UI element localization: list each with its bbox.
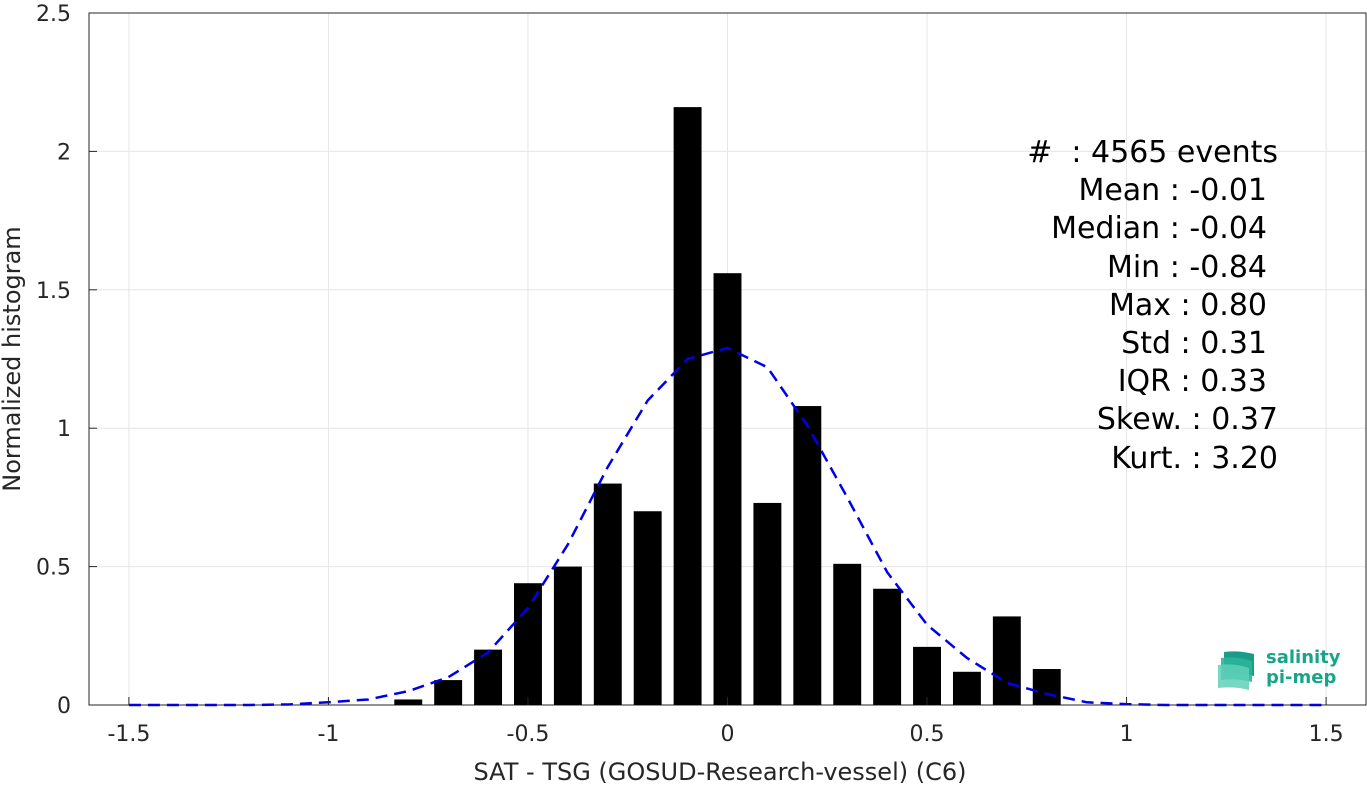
- stat-min: Min : -0.84: [1106, 249, 1267, 285]
- histogram-bar: [553, 566, 582, 705]
- y-tick-label: 0.5: [36, 556, 71, 581]
- stat-mean: Mean : -0.01: [1078, 173, 1267, 209]
- y-tick-label: 1: [57, 417, 71, 442]
- stat-kurt: Kurt. : 3.20: [1111, 440, 1278, 476]
- x-tick-label: 0: [721, 722, 735, 747]
- stat-std: Std : 0.31: [1121, 326, 1267, 362]
- stat-skew: Skew. : 0.37: [1096, 402, 1278, 438]
- histogram-bar: [873, 588, 902, 705]
- x-tick-label: 1: [1120, 722, 1134, 747]
- histogram-bar: [833, 563, 862, 705]
- salinity-pi-mep-logo: salinity pi-mep: [1216, 648, 1366, 698]
- wave-logo-icon: [1218, 651, 1254, 690]
- x-axis-ticks: -1.5 -1 -0.5 0 0.5 1 1.5: [107, 697, 1344, 747]
- histogram-bars: [394, 107, 1061, 705]
- x-tick-label: -1.5: [107, 722, 150, 747]
- y-axis-ticks: 0 0.5 1 1.5 2 2.5: [36, 2, 97, 719]
- histogram-bar: [673, 107, 702, 705]
- stat-iqr: IQR : 0.33: [1117, 364, 1267, 400]
- y-tick-label: 0: [57, 694, 71, 719]
- histogram-bar: [394, 699, 423, 705]
- histogram-bar: [913, 646, 941, 705]
- histogram-bar: [434, 680, 463, 705]
- y-tick-label: 2.5: [36, 2, 71, 27]
- x-tick-label: -1: [317, 722, 339, 747]
- histogram-bar: [1032, 669, 1061, 705]
- logo-line-2: pi-mep: [1266, 667, 1337, 688]
- stat-events: # : 4565 events: [1027, 135, 1278, 170]
- y-tick-label: 1.5: [36, 279, 71, 304]
- y-tick-label: 2: [57, 140, 71, 165]
- histogram-bar: [593, 483, 622, 705]
- histogram-bar: [952, 671, 981, 705]
- x-tick-label: 1.5: [1309, 722, 1344, 747]
- y-axis-label: Normalized histogram: [0, 226, 26, 491]
- histogram-bar: [713, 273, 742, 705]
- histogram-bar: [753, 502, 782, 705]
- statistics-panel: # : 4565 events Mean : -0.01 Median : -0…: [960, 134, 1278, 478]
- histogram-bar: [474, 649, 503, 705]
- histogram-bar: [992, 616, 1021, 705]
- stat-max: Max : 0.80: [1109, 287, 1267, 323]
- x-tick-label: 0.5: [910, 722, 945, 747]
- histogram-bar: [633, 511, 662, 705]
- histogram-bar: [514, 583, 542, 705]
- logo-line-1: salinity: [1266, 647, 1341, 668]
- x-tick-label: -0.5: [507, 722, 550, 747]
- stat-median: Median : -0.04: [1051, 211, 1267, 247]
- x-axis-label: SAT - TSG (GOSUD-Research-vessel) (C6): [474, 758, 967, 785]
- histogram-bar: [793, 406, 822, 705]
